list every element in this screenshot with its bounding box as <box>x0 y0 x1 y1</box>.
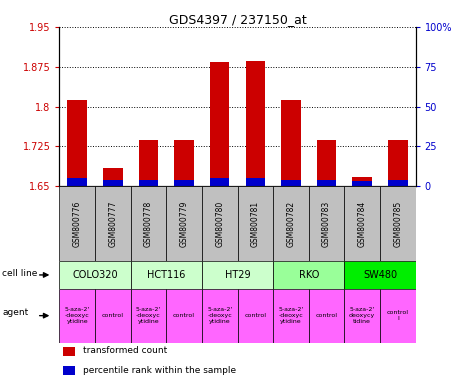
Text: control
l: control l <box>387 310 409 321</box>
Bar <box>380 186 416 261</box>
Text: 5-aza-2'
deoxycy
tidine: 5-aza-2' deoxycy tidine <box>349 307 375 324</box>
Bar <box>388 140 408 186</box>
Bar <box>103 180 123 186</box>
Bar <box>95 186 131 261</box>
Bar <box>344 186 380 261</box>
Bar <box>131 186 166 261</box>
Bar <box>131 289 166 343</box>
Bar <box>202 186 238 261</box>
Text: 5-aza-2'
-deoxyc
ytidine: 5-aza-2' -deoxyc ytidine <box>65 307 90 324</box>
Text: transformed count: transformed count <box>83 346 167 356</box>
Text: GSM800780: GSM800780 <box>215 200 224 247</box>
Text: GSM800784: GSM800784 <box>358 200 367 247</box>
Bar <box>388 180 408 186</box>
Text: 5-aza-2'
-deoxyc
ytidine: 5-aza-2' -deoxyc ytidine <box>278 307 304 324</box>
Text: control: control <box>173 313 195 318</box>
Bar <box>131 261 202 289</box>
Bar <box>273 289 309 343</box>
Bar <box>281 100 301 186</box>
Text: agent: agent <box>2 308 28 318</box>
Text: GSM800785: GSM800785 <box>393 200 402 247</box>
Bar <box>380 289 416 343</box>
Text: HCT116: HCT116 <box>147 270 185 280</box>
Text: 5-aza-2'
-deoxyc
ytidine: 5-aza-2' -deoxyc ytidine <box>207 307 232 324</box>
Text: GSM800778: GSM800778 <box>144 200 153 247</box>
Bar <box>67 178 87 186</box>
Text: GSM800781: GSM800781 <box>251 200 260 247</box>
Bar <box>63 366 76 375</box>
Bar <box>139 180 158 186</box>
Bar <box>352 177 372 186</box>
Text: HT29: HT29 <box>225 270 250 280</box>
Bar <box>238 289 273 343</box>
Bar <box>352 182 372 186</box>
Bar <box>309 186 344 261</box>
Bar <box>246 178 265 186</box>
Bar <box>202 289 238 343</box>
Bar <box>139 140 158 186</box>
Bar <box>273 261 344 289</box>
Bar <box>317 140 336 186</box>
Bar <box>344 289 380 343</box>
Text: COLO320: COLO320 <box>72 270 118 280</box>
Text: SW480: SW480 <box>363 270 397 280</box>
Bar <box>166 289 202 343</box>
Bar <box>210 178 229 186</box>
Bar <box>103 168 123 186</box>
Bar <box>59 261 131 289</box>
Text: GSM800783: GSM800783 <box>322 200 331 247</box>
Text: 5-aza-2'
-deoxyc
ytidine: 5-aza-2' -deoxyc ytidine <box>136 307 161 324</box>
Title: GDS4397 / 237150_at: GDS4397 / 237150_at <box>169 13 306 26</box>
Text: GSM800779: GSM800779 <box>180 200 189 247</box>
Bar <box>317 180 336 186</box>
Bar <box>95 289 131 343</box>
Bar <box>67 100 87 186</box>
Bar <box>174 180 194 186</box>
Bar <box>344 261 416 289</box>
Text: control: control <box>244 313 266 318</box>
Bar <box>246 61 265 186</box>
Bar <box>210 62 229 186</box>
Bar <box>59 186 95 261</box>
Bar <box>273 186 309 261</box>
Bar <box>63 347 76 356</box>
Text: cell line: cell line <box>2 269 38 278</box>
Bar <box>202 261 273 289</box>
Text: RKO: RKO <box>299 270 319 280</box>
Bar <box>281 180 301 186</box>
Bar <box>166 186 202 261</box>
Text: GSM800777: GSM800777 <box>108 200 117 247</box>
Bar <box>309 289 344 343</box>
Text: percentile rank within the sample: percentile rank within the sample <box>83 366 236 375</box>
Text: control: control <box>315 313 338 318</box>
Text: GSM800776: GSM800776 <box>73 200 82 247</box>
Bar <box>174 140 194 186</box>
Text: control: control <box>102 313 124 318</box>
Bar <box>238 186 273 261</box>
Bar <box>59 289 95 343</box>
Text: GSM800782: GSM800782 <box>286 200 295 247</box>
